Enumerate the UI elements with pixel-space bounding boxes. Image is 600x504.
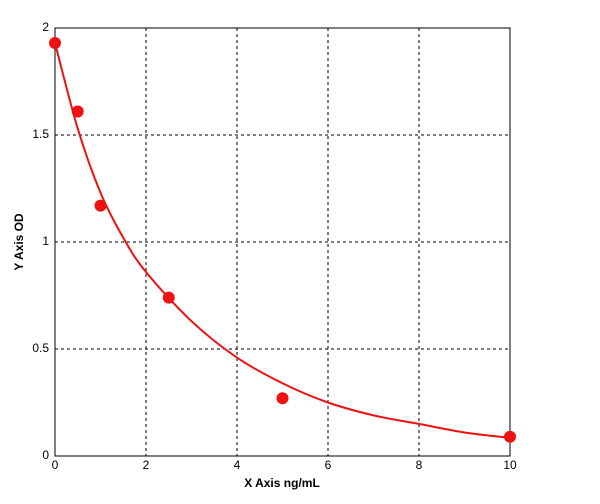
data-point <box>504 430 516 443</box>
x-tick-label: 10 <box>503 458 517 472</box>
x-tick-label: 4 <box>234 458 241 472</box>
y-tick-label: 1.5 <box>32 127 49 141</box>
y-tick-label: 0 <box>42 448 49 462</box>
x-tick-label: 2 <box>143 458 150 472</box>
data-point <box>94 199 107 212</box>
fit-curve <box>54 42 511 439</box>
x-axis-label: X Axis ng/mL <box>244 476 320 490</box>
x-tick-label: 6 <box>325 458 332 472</box>
data-point <box>49 36 61 49</box>
y-tick-label: 1 <box>42 234 49 248</box>
data-point <box>71 105 84 118</box>
data-point <box>162 291 175 304</box>
y-tick-label: 2 <box>42 20 49 34</box>
y-tick-label: 0.5 <box>32 341 49 355</box>
data-point <box>276 392 289 405</box>
x-tick-label: 8 <box>416 458 423 472</box>
y-axis-label: Y Axis OD <box>12 213 26 271</box>
x-tick-label: 0 <box>52 458 59 472</box>
plot-border <box>54 27 511 457</box>
